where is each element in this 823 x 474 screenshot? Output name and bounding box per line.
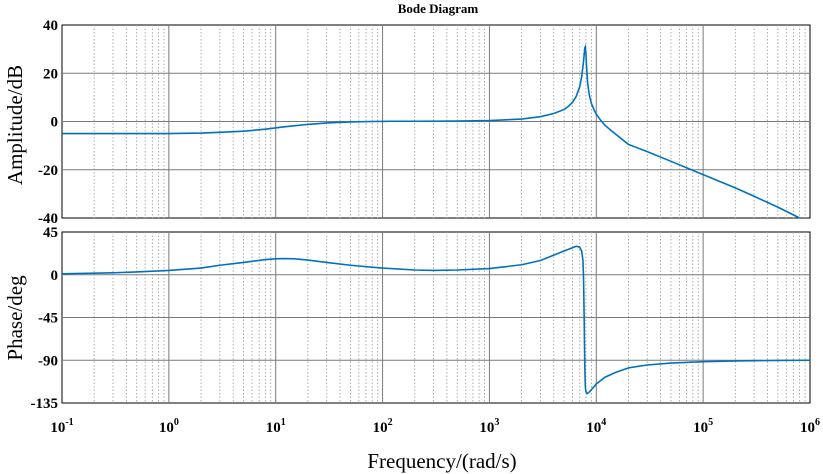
x-tick-label: 105 [693, 417, 713, 436]
x-tick-label: 103 [479, 417, 499, 436]
x-tick-label: 100 [159, 417, 179, 436]
y-tick-label: -90 [38, 353, 58, 369]
x-tick-label: 102 [373, 417, 393, 436]
x-tick-label: 101 [266, 417, 286, 436]
y-tick-label: 0 [51, 115, 59, 131]
y-tick-label: -135 [31, 396, 59, 412]
frequency-tick-labels: 10-1 100 101 102 103 104 105 106 [50, 417, 820, 436]
amplitude-plot: 40 20 0 -20 -40 Amplitude/dB [3, 18, 811, 227]
chart-title: Bode Diagram [398, 1, 479, 16]
y-tick-label: -45 [38, 311, 58, 327]
phase-curve [61, 245, 811, 395]
x-tick-label: 104 [586, 417, 606, 436]
y-tick-label: 0 [51, 268, 59, 284]
frequency-axis-label: Frequency/(rad/s) [367, 449, 516, 473]
y-tick-label: 40 [43, 18, 58, 34]
phase-grid [62, 232, 810, 403]
amplitude-curve [62, 43, 800, 219]
y-tick-label: 45 [43, 225, 58, 241]
y-tick-label: 20 [43, 66, 58, 82]
phase-y-tick-labels: 45 0 -45 -90 -135 [31, 225, 59, 412]
amplitude-y-tick-labels: 40 20 0 -20 -40 [38, 18, 58, 227]
y-tick-label: -40 [38, 211, 58, 227]
phase-axis-label: Phase/deg [3, 275, 27, 361]
phase-plot: 45 0 -45 -90 -135 Phase/deg [3, 225, 811, 412]
amplitude-axis-label: Amplitude/dB [3, 65, 27, 185]
x-tick-label: 106 [800, 417, 820, 436]
y-tick-label: -20 [38, 163, 58, 179]
x-tick-label: 10-1 [50, 417, 73, 436]
